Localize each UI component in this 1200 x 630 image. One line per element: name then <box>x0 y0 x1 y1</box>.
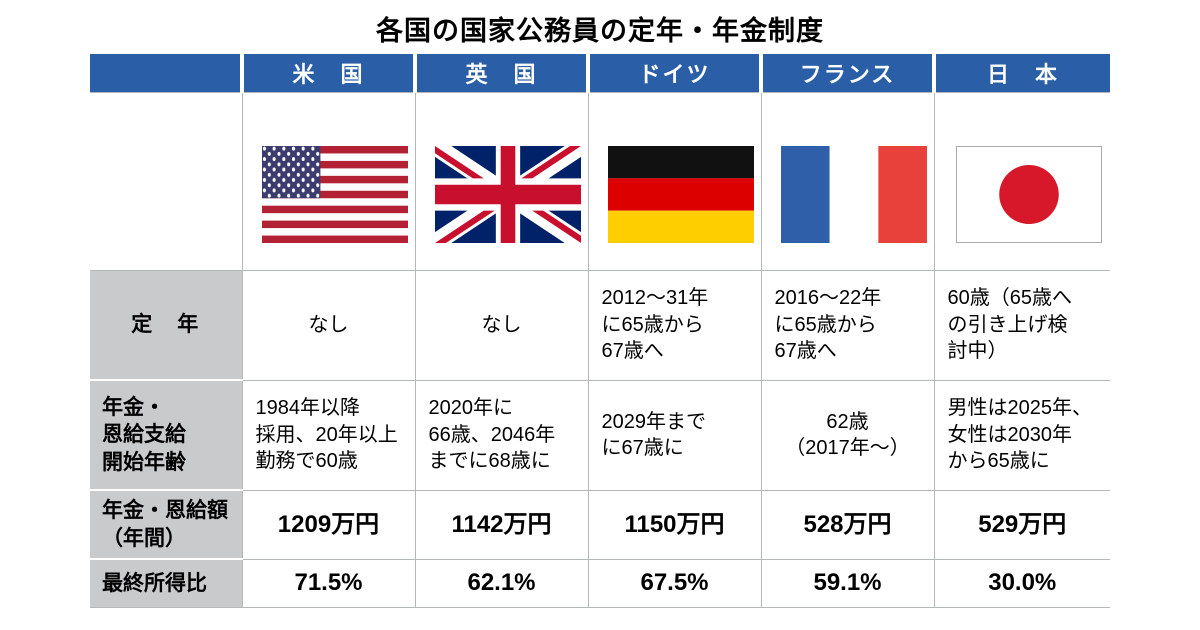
cell-pension-start-us: 1984年以降 採用、20年以上 勤務で60歳 <box>241 379 415 490</box>
cell-amount-france: 528万円 <box>760 489 934 559</box>
flag-cell-japan <box>933 91 1110 270</box>
header-cell-germany: ドイツ <box>586 54 761 92</box>
header-cell-empty <box>90 54 242 92</box>
cell-ratio-uk: 62.1% <box>414 558 588 608</box>
cell-amount-us: 1209万円 <box>241 489 415 559</box>
cell-amount-uk: 1142万円 <box>414 489 588 559</box>
germany-flag-icon <box>608 145 754 243</box>
header-cell-japan: 日 本 <box>932 54 1110 92</box>
cell-retirement-uk: なし <box>414 269 588 380</box>
cell-retirement-germany: 2012～31年 に65歳から 67歳へ <box>587 269 761 380</box>
row-label-final-income-ratio: 最終所得比 <box>90 558 242 608</box>
cell-pension-start-germany: 2029年まで に67歳に <box>587 379 761 490</box>
cell-retirement-france: 2016～22年 に65歳から 67歳へ <box>760 269 934 380</box>
comparison-table: 米 国 英 国 ドイツ フランス 日 本 <box>90 54 1110 608</box>
flag-cell-empty <box>90 91 242 270</box>
row-label-pension-amount: 年金・恩給額 （年間） <box>90 489 242 559</box>
header-cell-us: 米 国 <box>240 54 415 92</box>
cell-retirement-us: なし <box>241 269 415 380</box>
cell-pension-start-france: 62歳 （2017年～） <box>760 379 934 490</box>
row-final-income-ratio: 最終所得比 71.5% 62.1% 67.5% 59.1% 30.0% <box>90 558 1110 608</box>
row-retirement-age: 定 年 なし なし 2012～31年 に65歳から 67歳へ 2016～22年 … <box>90 269 1110 380</box>
cell-pension-start-japan: 男性は2025年、 女性は2030年 から65歳に <box>933 379 1110 490</box>
cell-ratio-germany: 67.5% <box>587 558 761 608</box>
header-cell-uk: 英 国 <box>413 54 588 92</box>
row-label-retirement-age: 定 年 <box>90 269 242 380</box>
page-title: 各国の国家公務員の定年・年金制度 <box>376 16 824 46</box>
header-row: 米 国 英 国 ドイツ フランス 日 本 <box>90 54 1110 92</box>
us-flag-icon <box>262 145 408 243</box>
header-cell-france: フランス <box>759 54 934 92</box>
flag-row <box>90 91 1110 270</box>
france-flag-icon <box>781 145 927 243</box>
cell-amount-japan: 529万円 <box>933 489 1110 559</box>
row-pension-start-age: 年金・ 恩給支給 開始年齢 1984年以降 採用、20年以上 勤務で60歳 20… <box>90 379 1110 490</box>
cell-retirement-japan: 60歳（65歳へ の引き上げ検 討中） <box>933 269 1110 380</box>
cell-pension-start-uk: 2020年に 66歳、2046年 までに68歳に <box>414 379 588 490</box>
uk-flag-icon <box>435 145 581 243</box>
cell-ratio-france: 59.1% <box>760 558 934 608</box>
flag-cell-us <box>241 91 415 270</box>
row-label-pension-start-age: 年金・ 恩給支給 開始年齢 <box>90 379 242 490</box>
row-pension-amount: 年金・恩給額 （年間） 1209万円 1142万円 1150万円 528万円 5… <box>90 489 1110 559</box>
cell-ratio-us: 71.5% <box>241 558 415 608</box>
cell-ratio-japan: 30.0% <box>933 558 1110 608</box>
flag-cell-france <box>760 91 934 270</box>
flag-cell-uk <box>414 91 588 270</box>
flag-cell-germany <box>587 91 761 270</box>
cell-amount-germany: 1150万円 <box>587 489 761 559</box>
japan-flag-icon <box>955 145 1102 243</box>
